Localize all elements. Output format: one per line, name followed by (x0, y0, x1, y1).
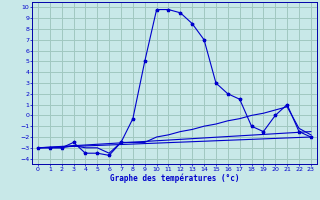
X-axis label: Graphe des températures (°c): Graphe des températures (°c) (110, 173, 239, 183)
